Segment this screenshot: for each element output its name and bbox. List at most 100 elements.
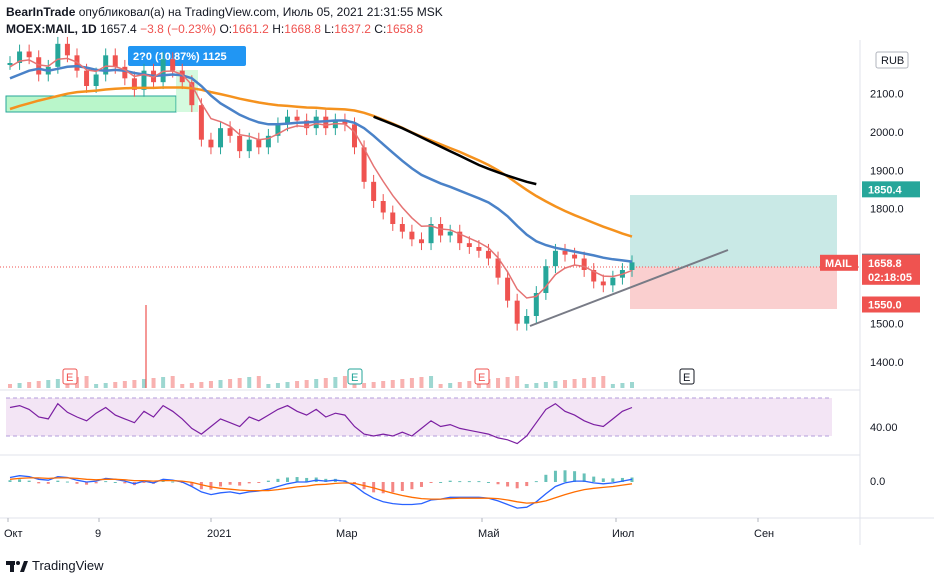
price-axis[interactable]: 2100.0 2000.0 1900.0 1800.0 1500.0 1400.0: [870, 89, 904, 369]
volume-bar: [515, 376, 520, 388]
tradingview-logo-icon: [6, 561, 28, 572]
range-zone[interactable]: [5, 95, 177, 113]
candle-body: [485, 250, 491, 259]
candle-body: [294, 116, 300, 121]
time-tick: Май: [478, 528, 500, 540]
macd-hist-bar: [467, 481, 471, 483]
macd-hist-bar: [525, 482, 529, 487]
symbol-tag: [820, 254, 858, 271]
earnings-marker: [62, 368, 78, 385]
earnings-marker-label: E: [683, 372, 690, 384]
volume-bar: [563, 380, 568, 388]
macd-hist-bar: [104, 481, 108, 483]
macd-hist-bar: [56, 480, 60, 482]
price-change: −3.8 (−0.23%): [140, 22, 217, 36]
price-tag-label: 1550.0: [868, 300, 902, 312]
time-axis[interactable]: Окт 9 2021 Мар Май Июл Сен: [4, 518, 774, 540]
volume-bar: [505, 377, 510, 388]
volume-bar: [342, 376, 347, 388]
author-name[interactable]: BearInTrade: [6, 5, 76, 19]
macd-hist-bar: [257, 482, 261, 483]
macd-hist-bar: [247, 482, 251, 484]
candle-body: [246, 139, 252, 152]
volume-bar: [620, 383, 625, 388]
macd-hist-bar: [324, 478, 328, 482]
macd-hist-bar: [113, 482, 117, 483]
volume-bar: [208, 381, 213, 388]
candle-body: [514, 300, 520, 324]
volume-spike: [145, 305, 147, 388]
time-tick: Окт: [4, 528, 23, 540]
stop-zone[interactable]: [630, 267, 837, 309]
macd-hist-bar: [563, 470, 567, 482]
candle-body: [447, 231, 453, 236]
candle-body: [208, 139, 214, 148]
candle-body: [600, 281, 606, 286]
macd-hist-bar: [142, 482, 146, 483]
candle-body: [265, 135, 271, 148]
ema-black-line: [373, 115, 537, 186]
macd-tick: 0.0: [870, 476, 885, 488]
symbol-label[interactable]: MOEX:MAIL, 1D: [6, 22, 97, 36]
candle-body: [543, 266, 549, 293]
volume-bar: [55, 379, 60, 388]
candle-body: [505, 277, 511, 301]
macd-hist-bar: [439, 482, 443, 483]
macd-hist-bar: [276, 478, 280, 482]
ema-mid-line: [9, 64, 633, 263]
price-tag-label: 1850.4: [868, 184, 903, 196]
macd-hist-bar: [266, 480, 270, 482]
volume-bar: [362, 383, 367, 388]
macd-hist-bar: [85, 482, 89, 485]
volume-bar: [103, 383, 108, 388]
macd-hist-bar: [123, 482, 127, 484]
candle-body: [103, 55, 109, 75]
volume-bar: [409, 378, 414, 388]
volume-bar: [400, 379, 405, 388]
volume-bar: [84, 376, 89, 388]
macd-hist-bar: [553, 470, 557, 482]
macd-hist-bar: [429, 482, 433, 483]
volume-bar: [572, 379, 577, 388]
volume-bar: [496, 378, 501, 388]
currency-badge[interactable]: [875, 51, 909, 69]
macd-hist-bar: [286, 477, 290, 482]
volume-bar: [601, 376, 606, 388]
volume-bar: [180, 384, 185, 388]
target-zone[interactable]: [630, 195, 837, 267]
candle-body: [26, 51, 32, 58]
candle-body: [562, 250, 568, 255]
volume-bar: [448, 383, 453, 388]
price-tick: 2000.0: [870, 127, 904, 139]
range-measure-badge[interactable]: [128, 46, 246, 66]
candle-body: [371, 181, 377, 201]
low-label: L:: [324, 22, 335, 36]
volume-bar: [256, 376, 261, 388]
footer-brand[interactable]: TradingView: [32, 558, 104, 573]
open-label: O:: [219, 22, 233, 36]
volume-bar: [285, 382, 290, 388]
macd-hist-bar: [238, 482, 242, 486]
candle-body: [122, 66, 128, 79]
price-tick: 1800.0: [870, 204, 904, 216]
candle-body: [342, 120, 348, 125]
volume-bar: [314, 379, 319, 388]
volume-bar: [275, 383, 280, 388]
candle-body: [380, 201, 386, 213]
volume-bar: [218, 380, 223, 388]
macd-hist-bar: [582, 473, 586, 482]
candle-body: [524, 316, 530, 324]
macd-line: [9, 475, 633, 509]
volume-bar: [151, 378, 156, 388]
close-label: C:: [374, 22, 387, 36]
publish-header: BearInTrade опубликовал(а) на TradingVie…: [6, 4, 443, 20]
candle-body: [227, 128, 233, 136]
rsi-line: [9, 402, 633, 445]
volume-bar: [228, 379, 233, 388]
price-tick: 1900.0: [870, 165, 904, 177]
candle-body: [581, 258, 587, 270]
volume-bar: [304, 380, 309, 388]
trendline[interactable]: [529, 249, 729, 327]
